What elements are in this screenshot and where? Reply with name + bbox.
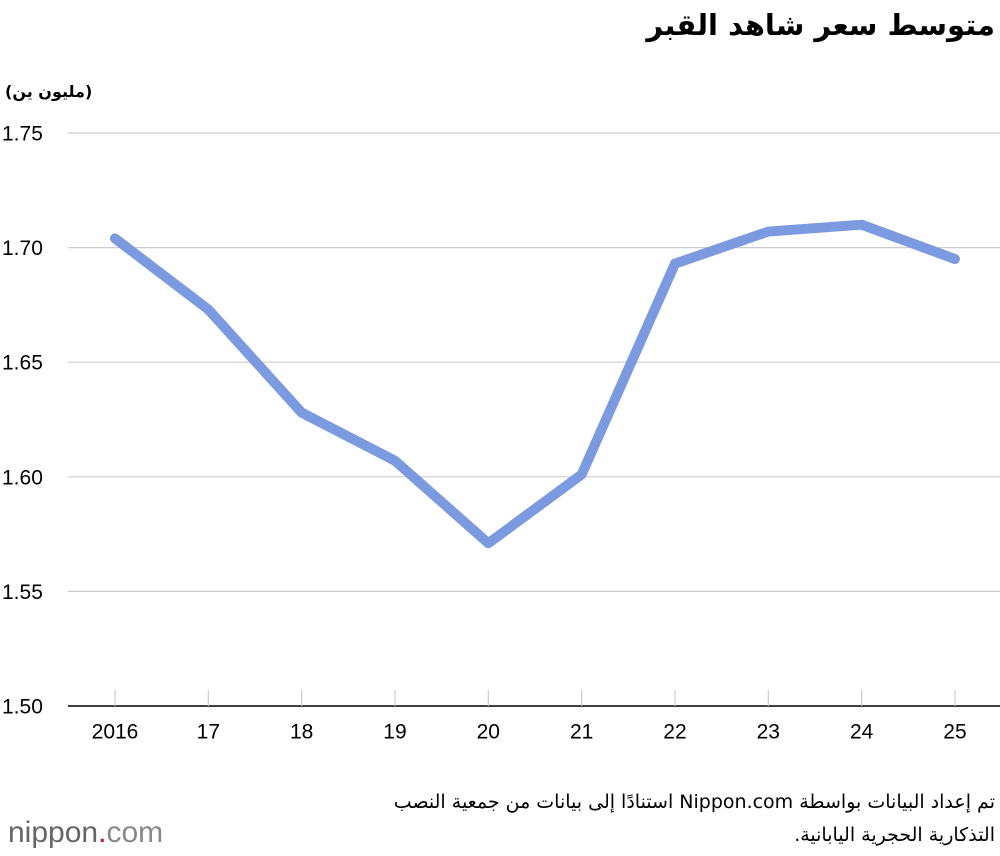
logo-dot: .	[98, 816, 106, 849]
x-tick-label: 20	[477, 721, 500, 744]
x-tick-label: 2016	[92, 721, 139, 744]
source-line: التذكارية الحجرية اليابانية.	[794, 824, 995, 846]
y-axis-label: (مليون ين)	[5, 82, 93, 101]
y-tick-label: 1.60	[2, 466, 43, 489]
y-tick-label: 1.75	[2, 123, 43, 146]
y-tick-label: 1.70	[2, 237, 43, 260]
y-tick-label: 1.55	[2, 581, 43, 604]
source-note: تم إعداد البيانات بواسطة Nippon.com استن…	[394, 786, 995, 852]
x-tick-label: 17	[197, 721, 220, 744]
source-line: تم إعداد البيانات بواسطة Nippon.com استن…	[393, 791, 995, 813]
chart-title: متوسط سعر شاهد القبر	[646, 8, 995, 42]
x-tick-label: 18	[290, 721, 313, 744]
logo: nippon.com	[8, 816, 163, 849]
x-tick-label: 23	[757, 721, 780, 744]
x-tick-label: 21	[570, 721, 593, 744]
logo-suffix: com	[106, 816, 163, 849]
y-tick-label: 1.65	[2, 352, 43, 375]
y-tick-label: 1.50	[2, 696, 43, 719]
x-tick-label: 24	[850, 721, 874, 744]
x-tick-label: 22	[663, 721, 686, 744]
data-line	[110, 219, 960, 549]
x-tick-label: 25	[943, 721, 966, 744]
x-tick-label: 19	[383, 721, 406, 744]
logo-name: nippon	[8, 816, 98, 849]
